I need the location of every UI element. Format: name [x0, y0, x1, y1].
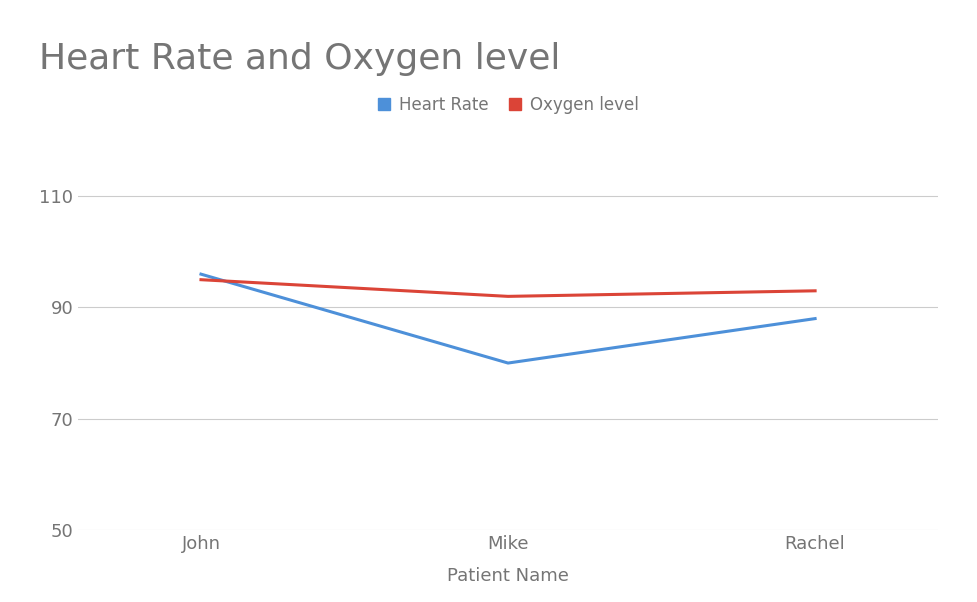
- Heart Rate: [809, 315, 821, 322]
- Heart Rate: [502, 359, 514, 367]
- Oxygen level: [809, 287, 821, 294]
- Line: Oxygen level: Oxygen level: [201, 280, 815, 296]
- Text: Heart Rate and Oxygen level: Heart Rate and Oxygen level: [39, 42, 561, 76]
- Oxygen level: [502, 293, 514, 300]
- Line: Heart Rate: Heart Rate: [201, 274, 815, 363]
- Legend: Heart Rate, Oxygen level: Heart Rate, Oxygen level: [370, 90, 646, 121]
- Oxygen level: [195, 276, 207, 284]
- Heart Rate: [195, 270, 207, 278]
- X-axis label: Patient Name: Patient Name: [447, 566, 569, 585]
